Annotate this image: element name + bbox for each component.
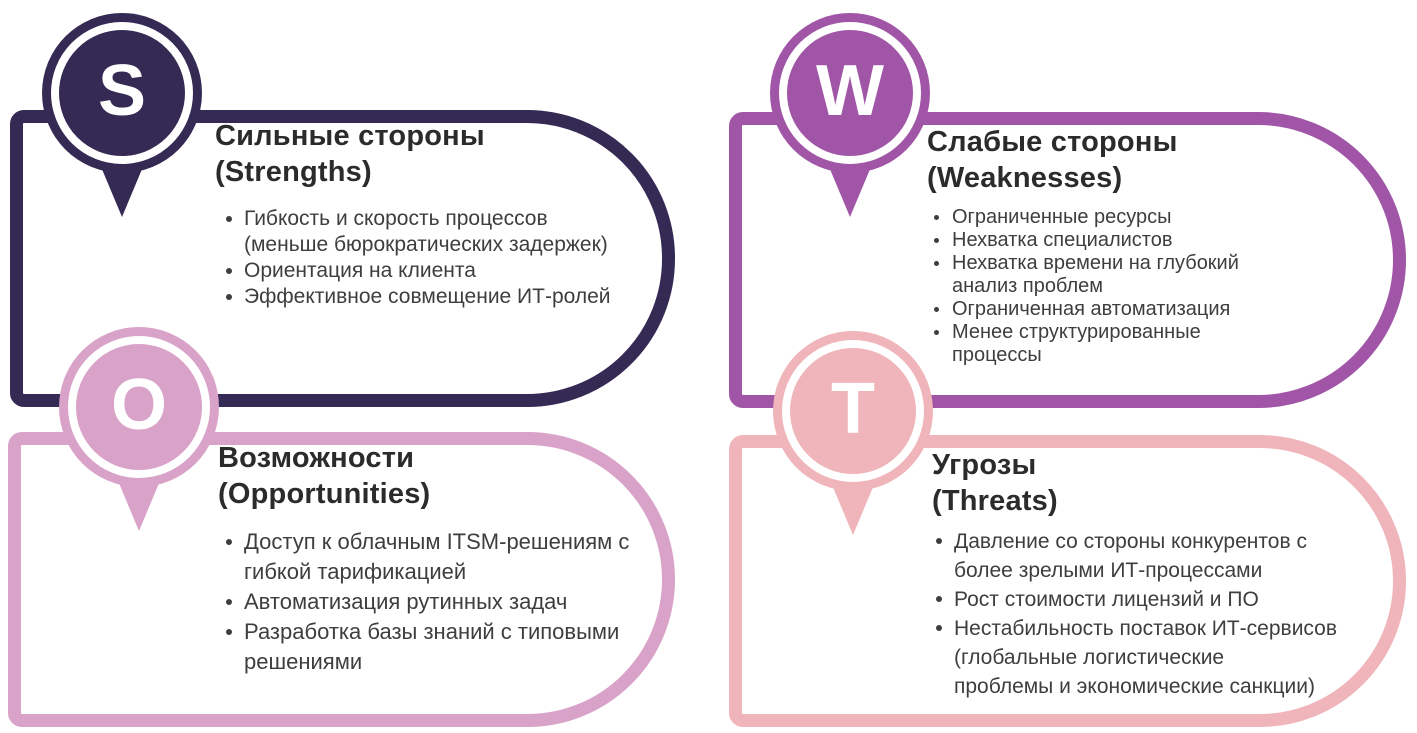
pin-ring: O (68, 336, 210, 478)
weaknesses-letter: W (816, 51, 884, 131)
list-item: Доступ к облачным ITSM-решениям с гибкой… (222, 527, 632, 587)
list-item: Эффективное совмещение ИТ-ролей (222, 284, 622, 310)
list-item: Ориентация на клиента (222, 258, 622, 284)
weaknesses-title-ru: Слабые стороны (927, 126, 1178, 158)
list-item: Давление со стороны конкурентов с более … (932, 527, 1352, 585)
opportunities-title-ru: Возможности (218, 442, 415, 474)
list-item: Нехватка специалистов (930, 229, 1275, 252)
list-item: Ограниченная автоматизация (930, 298, 1275, 321)
threats-pin-badge: T (773, 331, 933, 551)
list-item: Разработка базы знаний с типовыми решени… (222, 617, 632, 677)
weaknesses-title-en: (Weaknesses) (927, 162, 1123, 194)
threats-list: Давление со стороны конкурентов с более … (932, 527, 1352, 701)
threats-title: Угрозы (Threats) (932, 447, 1058, 519)
list-item: Гибкость и скорость процессов (меньше бю… (222, 206, 622, 258)
strengths-letter: S (97, 51, 147, 131)
pin-ring: W (779, 22, 921, 164)
opportunities-pin-badge: O (59, 327, 219, 547)
list-item: Нехватка времени на глубокий анализ проб… (930, 252, 1275, 298)
strengths-title-ru: Сильные стороны (215, 120, 485, 152)
threats-title-ru: Угрозы (932, 449, 1037, 481)
opportunities-letter: O (110, 365, 167, 445)
strengths-title-en: (Strengths) (215, 156, 372, 188)
opportunities-list: Доступ к облачным ITSM-решениям с гибкой… (222, 527, 632, 677)
list-item: Автоматизация рутинных задач (222, 587, 632, 617)
strengths-title: Сильные стороны (Strengths) (215, 118, 485, 190)
weaknesses-title: Слабые стороны (Weaknesses) (927, 124, 1178, 196)
opportunities-title: Возможности (Opportunities) (218, 440, 430, 512)
list-item: Ограниченные ресурсы (930, 206, 1275, 229)
pin-circle-icon: T (773, 331, 933, 491)
pin-ring: T (782, 340, 924, 482)
pin-circle-icon: O (59, 327, 219, 487)
list-item: Нестабильность поставок ИТ-сервисов (гло… (932, 614, 1352, 701)
pin-ring: S (51, 22, 193, 164)
weaknesses-pin-badge: W (770, 13, 930, 233)
weaknesses-list: Ограниченные ресурсы Нехватка специалист… (930, 206, 1275, 367)
threats-letter: T (831, 369, 875, 449)
opportunities-title-en: (Opportunities) (218, 478, 431, 510)
list-item: Менее структурированные процессы (930, 321, 1275, 367)
strengths-list: Гибкость и скорость процессов (меньше бю… (222, 206, 622, 310)
list-item: Рост стоимости лицензий и ПО (932, 585, 1352, 614)
strengths-pin-badge: S (42, 13, 202, 233)
pin-circle-icon: W (770, 13, 930, 173)
threats-title-en: (Threats) (932, 485, 1058, 517)
pin-circle-icon: S (42, 13, 202, 173)
